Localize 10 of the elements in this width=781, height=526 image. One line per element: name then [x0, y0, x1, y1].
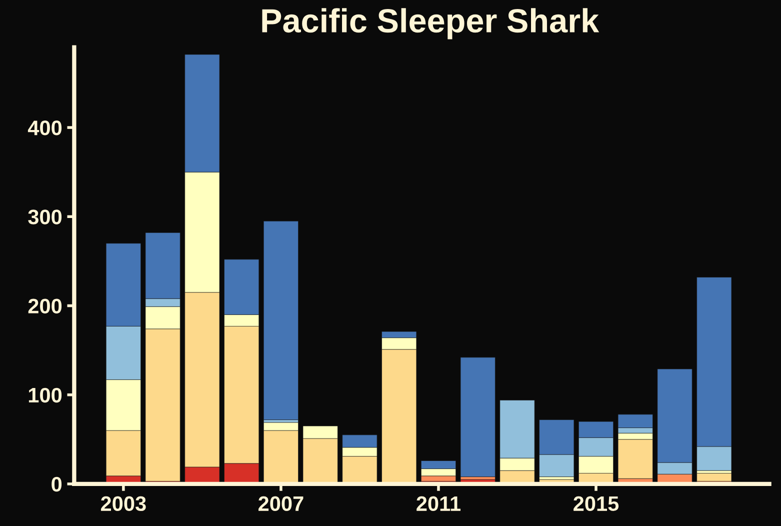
x-tick-label: 2003 [100, 496, 146, 512]
y-tick-label: 100 [28, 388, 62, 403]
x-tick-label: 2007 [258, 496, 304, 512]
y-tick-label: 0 [52, 476, 62, 492]
y-tick-label: 300 [28, 210, 62, 224]
chart-title: Pacific Sleeper Shark [262, 8, 600, 40]
y-tick-label: 200 [28, 298, 62, 314]
x-tick-label: 2015 [574, 496, 619, 512]
y-tick-label: 400 [28, 120, 62, 136]
x-tick-label: 2011 [416, 496, 460, 512]
